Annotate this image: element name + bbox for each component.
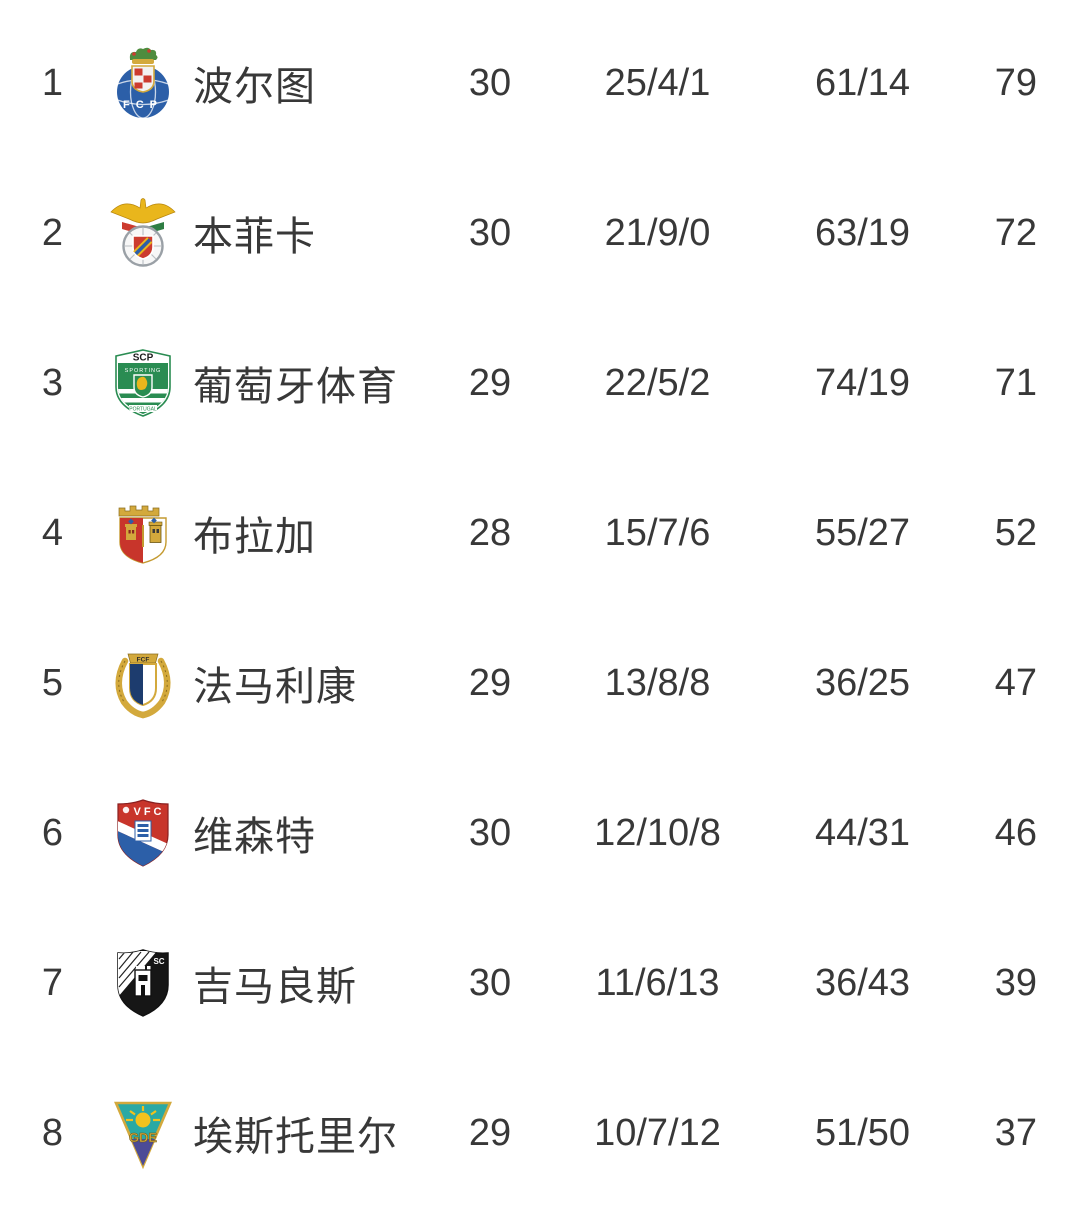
table-row[interactable]: 2 本菲卡 30 21/9/0 — [0, 158, 1069, 308]
matches-played: 30 — [468, 61, 512, 104]
svg-text:SCP: SCP — [133, 353, 154, 364]
table-row[interactable]: 1 FCP 波尔图 30 25/4/1 61/14 79 — [0, 8, 1069, 158]
gil-vicente-crest-icon: VFC — [105, 795, 181, 871]
rank: 7 — [41, 961, 64, 1004]
matches-played: 29 — [468, 661, 512, 704]
table-row[interactable]: 5 FCF 法马利康 29 13/8/8 36/25 47 — [0, 608, 1069, 758]
rank: 6 — [41, 811, 64, 854]
rank: 2 — [41, 211, 64, 254]
points: 71 — [994, 361, 1037, 404]
goals-for-against: 63/19 — [814, 211, 911, 254]
svg-text:SC: SC — [153, 957, 164, 966]
table-row[interactable]: 3 SCP SPORTING PORTUGAL 葡萄牙体育 29 22/5/2 … — [0, 308, 1069, 458]
rank: 8 — [41, 1111, 64, 1154]
table-row[interactable]: 6 VFC 维森特 30 12/10/8 44/31 46 — [0, 758, 1069, 908]
points: 37 — [994, 1111, 1037, 1154]
svg-text:SPORTING: SPORTING — [125, 368, 162, 374]
win-draw-loss: 11/6/13 — [595, 961, 720, 1004]
points: 39 — [994, 961, 1037, 1004]
matches-played: 30 — [468, 211, 512, 254]
win-draw-loss: 10/7/12 — [594, 1111, 721, 1154]
famalicao-crest-icon: FCF — [105, 645, 181, 721]
rank: 1 — [41, 61, 64, 104]
vitoria-guimaraes-crest-icon: SC — [105, 945, 181, 1021]
matches-played: 29 — [468, 361, 512, 404]
points: 72 — [994, 211, 1037, 254]
win-draw-loss: 12/10/8 — [594, 811, 721, 854]
team-name: 葡萄牙体育 — [193, 365, 398, 409]
svg-text:GDE: GDE — [129, 1130, 158, 1145]
svg-text:FCF: FCF — [137, 657, 150, 664]
goals-for-against: 36/43 — [814, 961, 911, 1004]
table-row[interactable]: 7 SC — [0, 908, 1069, 1058]
matches-played: 28 — [468, 511, 512, 554]
benfica-crest-icon — [105, 195, 181, 271]
team-name: 布拉加 — [193, 515, 316, 559]
goals-for-against: 74/19 — [814, 361, 911, 404]
rank: 3 — [41, 361, 64, 404]
rank: 4 — [41, 511, 64, 554]
table-row[interactable]: 4 布拉加 28 15/7/6 55/27 52 — [0, 458, 1069, 608]
svg-text:FCP: FCP — [123, 99, 163, 111]
rank: 5 — [41, 661, 64, 704]
svg-text:PORTUGAL: PORTUGAL — [129, 407, 157, 413]
porto-crest-icon: FCP — [105, 45, 181, 121]
sporting-cp-crest-icon: SCP SPORTING PORTUGAL — [105, 345, 181, 421]
win-draw-loss: 21/9/0 — [604, 211, 711, 254]
points: 52 — [994, 511, 1037, 554]
matches-played: 30 — [468, 961, 512, 1004]
goals-for-against: 51/50 — [814, 1111, 911, 1154]
goals-for-against: 55/27 — [814, 511, 911, 554]
win-draw-loss: 15/7/6 — [604, 511, 711, 554]
team-name: 法马利康 — [193, 665, 357, 709]
win-draw-loss: 13/8/8 — [604, 661, 711, 704]
matches-played: 29 — [468, 1111, 512, 1154]
braga-crest-icon — [105, 495, 181, 571]
team-name: 波尔图 — [193, 65, 316, 109]
svg-text:VFC: VFC — [134, 806, 165, 818]
win-draw-loss: 25/4/1 — [604, 61, 711, 104]
goals-for-against: 61/14 — [814, 61, 911, 104]
points: 47 — [994, 661, 1037, 704]
matches-played: 30 — [468, 811, 512, 854]
estoril-crest-icon: GDE — [105, 1095, 181, 1171]
team-name: 本菲卡 — [193, 215, 316, 259]
goals-for-against: 36/25 — [814, 661, 911, 704]
points: 46 — [994, 811, 1037, 854]
goals-for-against: 44/31 — [814, 811, 911, 854]
points: 79 — [994, 61, 1037, 104]
team-name: 维森特 — [193, 815, 316, 859]
team-name: 埃斯托里尔 — [193, 1115, 398, 1159]
win-draw-loss: 22/5/2 — [604, 361, 711, 404]
team-name: 吉马良斯 — [193, 965, 357, 1009]
table-row[interactable]: 8 GDE 埃斯托里尔 29 10/7/12 51/50 37 — [0, 1058, 1069, 1208]
